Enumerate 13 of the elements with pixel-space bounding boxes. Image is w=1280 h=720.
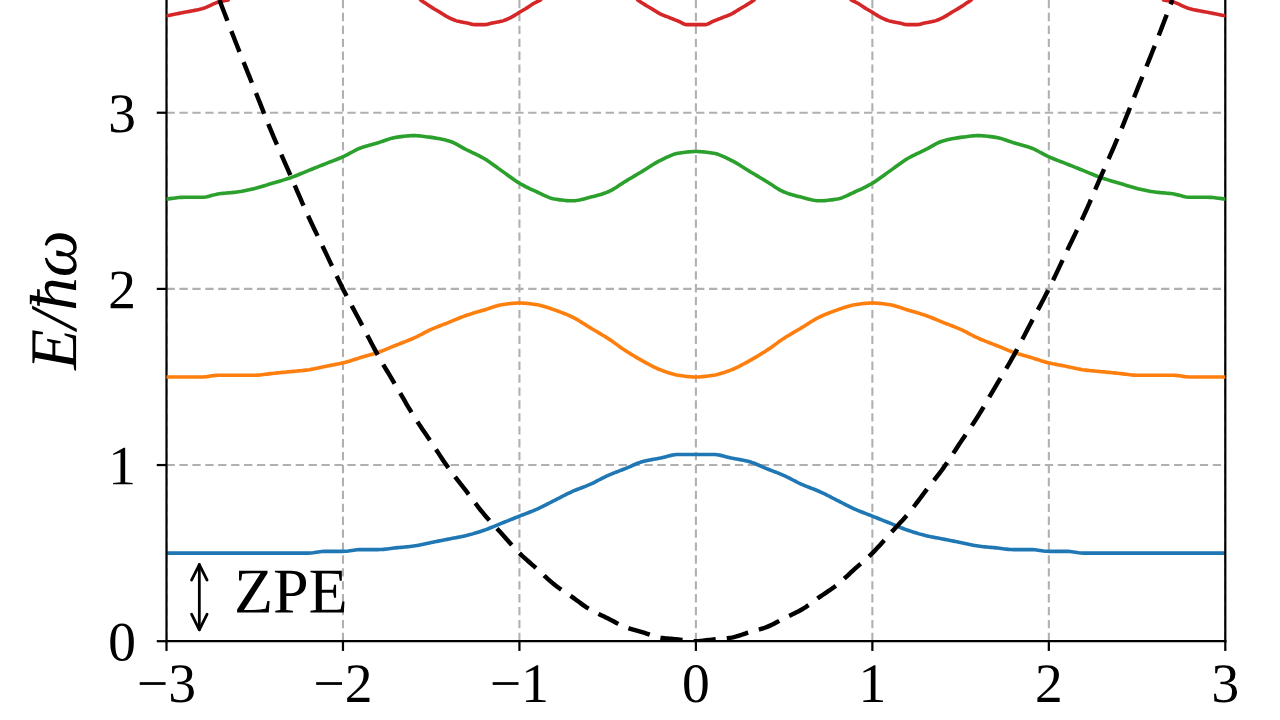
x-tick-label: −1 [492, 665, 546, 702]
x-tick-label: −2 [316, 665, 370, 702]
y-axis-title: E/ħω [29, 233, 77, 371]
y-tick-label: 2 [110, 271, 133, 309]
x-tick-label: 3 [1214, 665, 1238, 703]
y-tick-label: 1 [113, 447, 133, 485]
x-tick-label: 2 [1037, 665, 1060, 702]
y-tick-label: 0 [110, 623, 134, 662]
annotation: ZPE [237, 570, 345, 613]
x-tick-label: −3 [139, 665, 194, 703]
x-tick-label: 1 [863, 665, 883, 702]
y-tick-label: 3 [110, 95, 134, 133]
x-tick-label: 0 [684, 665, 708, 703]
